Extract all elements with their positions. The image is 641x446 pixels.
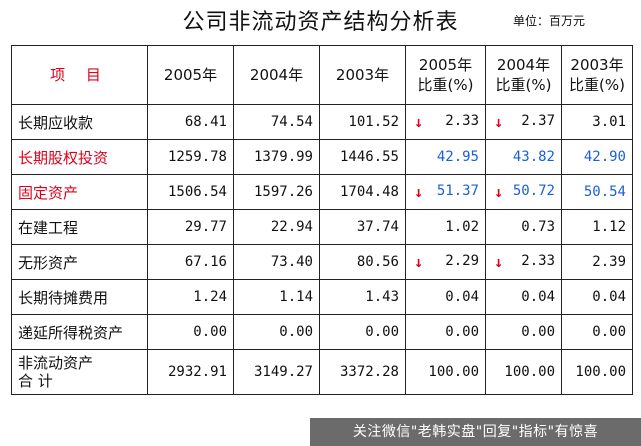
value-2005: 1.24 — [147, 279, 234, 315]
ratio-2005: ↓ 51.37 — [405, 174, 486, 210]
row-label: 长期待摊费用 — [11, 279, 148, 315]
value-2003: 80.56 — [319, 244, 406, 280]
value-2004: 1.14 — [233, 279, 320, 315]
total-label: 非流动资产合 计 — [11, 349, 148, 395]
ratio-2005: 1.02 — [405, 209, 486, 245]
down-arrow-icon: ↓ — [494, 253, 504, 271]
value-2005: 1506.54 — [147, 174, 234, 210]
value-2003: 37.74 — [319, 209, 406, 245]
ratio-2003: 1.12 — [561, 209, 633, 245]
ratio-2004: 43.82 — [485, 139, 562, 175]
ratio-2004: 0.73 — [485, 209, 562, 245]
header-2004: 2004年 — [233, 45, 320, 105]
ratio-2003: 2.39 — [561, 244, 633, 280]
header-2005: 2005年 — [147, 45, 234, 105]
value-2003: 1704.48 — [319, 174, 406, 210]
ratio-2005: ↓ 2.29 — [405, 244, 486, 280]
down-arrow-icon: ↓ — [414, 113, 424, 131]
ratio-2005: ↓ 2.33 — [405, 104, 486, 140]
value-2005: 1259.78 — [147, 139, 234, 175]
row-label: 在建工程 — [11, 209, 148, 245]
value-2005: 68.41 — [147, 104, 234, 140]
value-2005: 29.77 — [147, 209, 234, 245]
value-2004: 1379.99 — [233, 139, 320, 175]
value-2003: 1.43 — [319, 279, 406, 315]
table-row: 长期待摊费用 1.24 1.14 1.43 0.04 0.04 0.04 — [11, 279, 633, 315]
row-label: 长期股权投资 — [11, 139, 148, 175]
ratio-2003: 50.54 — [561, 174, 633, 210]
value-2004: 1597.26 — [233, 174, 320, 210]
table-row: 递延所得税资产 0.00 0.00 0.00 0.00 0.00 0.00 — [11, 314, 633, 350]
row-label: 无形资产 — [11, 244, 148, 280]
total-ratio-2005: 100.00 — [405, 349, 486, 395]
total-ratio-2004: 100.00 — [485, 349, 562, 395]
ratio-2004: 0.00 — [485, 314, 562, 350]
unit-label: 单位：百万元 — [513, 14, 586, 28]
value-2004: 22.94 — [233, 209, 320, 245]
down-arrow-icon: ↓ — [414, 253, 424, 271]
value-2004: 73.40 — [233, 244, 320, 280]
table-row: 长期股权投资 1259.78 1379.99 1446.55 42.95 43.… — [11, 139, 633, 175]
down-arrow-icon: ↓ — [494, 183, 504, 201]
table-row: 无形资产 67.16 73.40 80.56 ↓ 2.29 ↓ 2.33 2.39 — [11, 244, 633, 280]
header-2003: 2003年 — [319, 45, 406, 105]
value-2004: 0.00 — [233, 314, 320, 350]
value-2003: 101.52 — [319, 104, 406, 140]
header-row: 项 目 2005年 2004年 2003年 2005年 比重(%) 2004年 比重… — [11, 45, 633, 105]
ratio-2004: ↓ 2.33 — [485, 244, 562, 280]
page-title: 公司非流动资产结构分析表 — [182, 10, 459, 35]
row-label: 长期应收款 — [11, 104, 148, 140]
watermark-banner: 关注微信"老韩实盘"回复"指标"有惊喜 — [310, 418, 641, 446]
value-2003: 0.00 — [319, 314, 406, 350]
row-label: 递延所得税资产 — [11, 314, 148, 350]
ratio-2004: 0.04 — [485, 279, 562, 315]
table-row: 固定资产 1506.54 1597.26 1704.48 ↓ 51.37 ↓ 50.… — [11, 174, 633, 210]
ratio-2005: 0.00 — [405, 314, 486, 350]
header-ratio-2003: 2003年 比重(%) — [561, 45, 633, 105]
value-2004: 74.54 — [233, 104, 320, 140]
value-2003: 1446.55 — [319, 139, 406, 175]
ratio-2004: ↓ 50.72 — [485, 174, 562, 210]
total-row: 非流动资产合 计 2932.91 3149.27 3372.28 100.00 … — [11, 349, 633, 395]
header-ratio-2004: 2004年 比重(%) — [485, 45, 562, 105]
total-2005: 2932.91 — [147, 349, 234, 395]
row-label: 固定资产 — [11, 174, 148, 210]
ratio-2003: 42.90 — [561, 139, 633, 175]
ratio-2003: 0.00 — [561, 314, 633, 350]
ratio-2005: 42.95 — [405, 139, 486, 175]
ratio-2003: 0.04 — [561, 279, 633, 315]
ratio-2005: 0.04 — [405, 279, 486, 315]
header-item: 项 目 — [11, 45, 148, 105]
total-2004: 3149.27 — [233, 349, 320, 395]
down-arrow-icon: ↓ — [414, 183, 424, 201]
table-row: 长期应收款 68.41 74.54 101.52 ↓ 2.33 ↓ 2.37 3.0… — [11, 104, 633, 140]
value-2005: 0.00 — [147, 314, 234, 350]
asset-structure-table: 项 目 2005年 2004年 2003年 2005年 比重(%) 2004年 比重… — [11, 45, 633, 395]
value-2005: 67.16 — [147, 244, 234, 280]
header-ratio-2005: 2005年 比重(%) — [405, 45, 486, 105]
down-arrow-icon: ↓ — [494, 113, 504, 131]
total-ratio-2003: 100.00 — [561, 349, 633, 395]
total-2003: 3372.28 — [319, 349, 406, 395]
ratio-2004: ↓ 2.37 — [485, 104, 562, 140]
ratio-2003: 3.01 — [561, 104, 633, 140]
table-row: 在建工程 29.77 22.94 37.74 1.02 0.73 1.12 — [11, 209, 633, 245]
